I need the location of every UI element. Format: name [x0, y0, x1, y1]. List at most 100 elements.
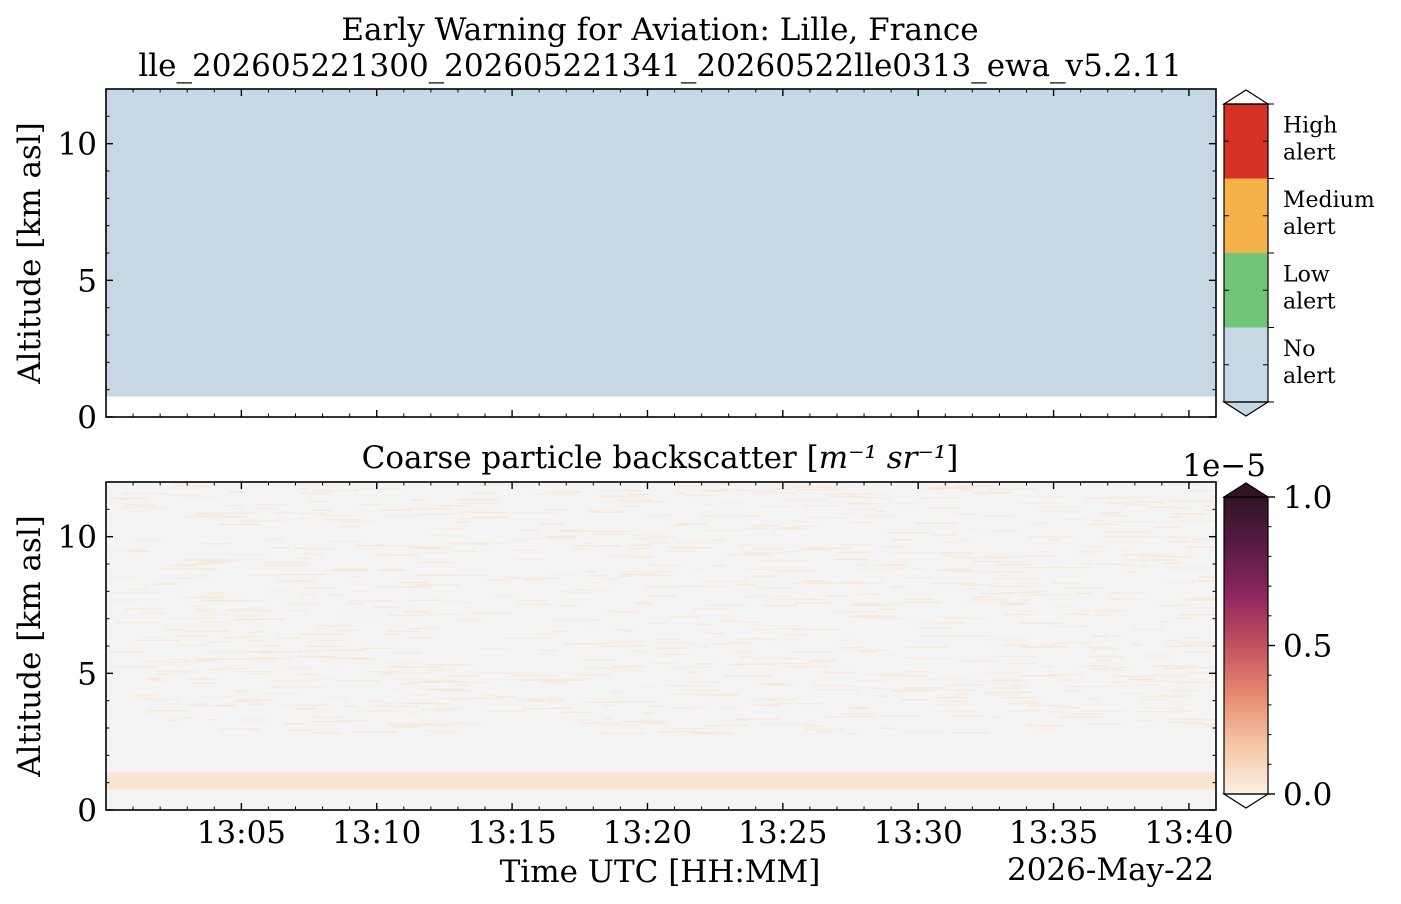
speckle	[1183, 723, 1216, 725]
speckle	[601, 578, 617, 580]
speckle	[238, 520, 287, 522]
speckle	[464, 697, 504, 700]
speckle	[430, 548, 448, 550]
alert-panel-ylabel: Altitude [km asl]	[12, 122, 48, 385]
speckle	[1184, 651, 1212, 653]
colorbar-tick-label: 0.0	[1283, 777, 1332, 813]
speckle	[830, 496, 869, 498]
speckle	[296, 707, 317, 710]
speckle	[294, 579, 307, 582]
speckle	[436, 677, 450, 679]
speckle	[226, 609, 275, 612]
speckle	[639, 685, 655, 688]
speckle	[220, 637, 244, 639]
speckle	[319, 677, 337, 680]
speckle	[385, 661, 423, 664]
speckle	[767, 587, 794, 589]
x-tick-label: 13:15	[467, 815, 556, 851]
speckle	[758, 683, 786, 685]
speckle	[1051, 625, 1087, 627]
speckle	[283, 668, 313, 670]
speckle	[857, 649, 886, 651]
speckle	[1040, 666, 1052, 668]
speckle	[735, 663, 771, 666]
speckle	[386, 723, 433, 725]
speckle	[580, 722, 620, 724]
speckle	[575, 589, 587, 591]
speckle	[244, 728, 256, 730]
speckle	[205, 568, 217, 571]
speckle	[734, 621, 761, 624]
speckle	[950, 570, 985, 572]
speckle	[218, 523, 261, 526]
speckle	[223, 553, 265, 555]
speckle	[459, 574, 486, 576]
speckle	[207, 696, 230, 698]
speckle	[863, 514, 895, 517]
y-tick-label: 0	[77, 793, 97, 829]
speckle	[225, 505, 244, 507]
speckle	[1143, 680, 1189, 682]
speckle	[323, 519, 363, 521]
speckle	[1038, 728, 1057, 731]
speckle	[169, 494, 200, 496]
speckle	[233, 619, 279, 621]
speckle	[725, 554, 773, 556]
speckle	[1086, 523, 1119, 525]
speckle	[1097, 563, 1124, 565]
speckle	[1089, 656, 1125, 658]
speckle	[229, 636, 266, 638]
speckle	[873, 615, 897, 617]
speckle	[1190, 681, 1216, 683]
speckle	[190, 605, 199, 608]
speckle	[649, 705, 667, 708]
speckle	[859, 585, 869, 587]
speckle	[517, 599, 549, 602]
speckle	[746, 637, 759, 640]
speckle	[1124, 684, 1158, 686]
speckle	[427, 669, 454, 671]
speckle	[1170, 500, 1214, 502]
speckle	[1111, 635, 1121, 637]
speckle	[174, 635, 207, 637]
speckle	[540, 650, 558, 652]
speckle	[1176, 641, 1214, 644]
speckle	[882, 545, 906, 548]
speckle	[386, 672, 432, 674]
speckle	[187, 514, 224, 516]
speckle	[658, 731, 703, 733]
speckle	[417, 547, 430, 549]
speckle	[1042, 496, 1064, 498]
speckle	[587, 575, 608, 577]
speckle	[800, 723, 816, 726]
speckle	[833, 558, 867, 560]
speckle	[199, 610, 217, 613]
speckle	[419, 681, 468, 683]
speckle	[324, 569, 368, 572]
speckle	[1086, 723, 1121, 726]
speckle	[805, 599, 826, 601]
speckle	[881, 715, 920, 717]
speckle	[1070, 613, 1091, 615]
speckle	[1168, 710, 1191, 712]
speckle	[652, 647, 686, 649]
speckle	[1166, 483, 1199, 485]
speckle	[689, 539, 709, 541]
speckle	[1045, 539, 1061, 541]
speckle	[500, 576, 519, 578]
speckle	[741, 656, 753, 658]
speckle	[115, 621, 161, 624]
speckle	[184, 630, 229, 632]
alert-panel: 0 5 10 Altitude [km asl]	[12, 88, 1217, 436]
speckle	[620, 501, 666, 503]
speckle	[184, 568, 218, 570]
speckle	[760, 505, 796, 507]
speckle	[644, 585, 678, 588]
speckle	[109, 651, 145, 653]
speckle	[189, 703, 208, 705]
speckle	[794, 602, 832, 604]
speckle	[141, 661, 188, 663]
speckle	[129, 510, 145, 513]
speckle	[763, 684, 795, 686]
